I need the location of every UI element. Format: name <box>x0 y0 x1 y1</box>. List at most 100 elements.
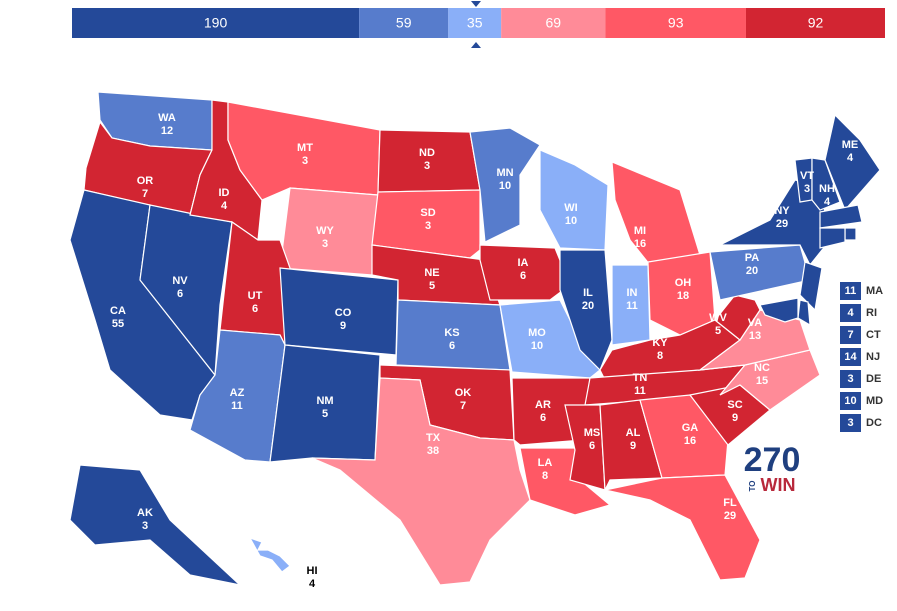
state-abbr: AZ <box>230 387 245 399</box>
state-abbr: IN <box>627 287 638 299</box>
state-abbr: AK <box>137 507 153 519</box>
state-ev: 10 <box>565 215 577 227</box>
state <box>819 204 863 229</box>
state-ev: 11 <box>634 385 646 397</box>
logo-to: TO <box>748 481 757 492</box>
state-abbr: NC <box>754 362 770 374</box>
state-ev: 3 <box>322 238 328 250</box>
segment-label: 92 <box>808 15 824 31</box>
rating-bar: 190 59 35 69 93 92 <box>72 8 885 38</box>
state-abbr: ID <box>219 187 230 199</box>
state <box>479 244 571 301</box>
state-ev: 29 <box>724 510 736 522</box>
state <box>811 157 841 211</box>
logo: 270 TO WIN <box>744 441 801 495</box>
state-abbr: UT <box>248 290 263 302</box>
ev-value: 10 <box>844 395 856 407</box>
state-abbr: KY <box>652 337 668 349</box>
state-abbr: NE <box>424 267 439 279</box>
state-ev: 3 <box>804 183 810 195</box>
small-states-list: 11 MA 4 RI 7 CT 14 NJ 3 DE 10 MD 3 DC <box>840 282 883 432</box>
state-ev: 18 <box>677 290 689 302</box>
state-ev: 13 <box>749 330 761 342</box>
bar-segment <box>72 8 360 38</box>
state-ev: 4 <box>221 200 228 212</box>
state-ev: 5 <box>429 280 435 292</box>
state-ev: 8 <box>542 470 548 482</box>
state-abbr: AL <box>626 427 641 439</box>
segment-label: 93 <box>668 15 684 31</box>
state-abbr: MO <box>528 327 546 339</box>
state-ev: 20 <box>582 300 594 312</box>
state-abbr: MD <box>866 395 883 407</box>
state-abbr: NY <box>774 205 790 217</box>
state-abbr: SD <box>420 207 435 219</box>
state-ev: 29 <box>776 218 788 230</box>
ev-box <box>840 414 861 432</box>
ev-value: 4 <box>847 307 854 319</box>
state-ev: 16 <box>634 238 646 250</box>
state <box>371 189 481 259</box>
bar-segment <box>605 8 746 38</box>
state-ev: 3 <box>302 155 308 167</box>
state-abbr: WI <box>564 202 577 214</box>
state-ev: 7 <box>142 188 148 200</box>
state-abbr: RI <box>866 307 877 319</box>
state-abbr: IL <box>583 287 593 299</box>
state <box>599 399 663 493</box>
state-abbr: LA <box>538 457 553 469</box>
state <box>797 299 811 327</box>
state-abbr: DE <box>866 373 881 385</box>
state-ev: 9 <box>732 412 738 424</box>
state-ev: 38 <box>427 445 439 457</box>
state <box>709 244 811 301</box>
state <box>819 227 846 249</box>
state-ev: 8 <box>657 350 663 362</box>
state-abbr: NV <box>172 275 188 287</box>
state-abbr: VT <box>800 170 814 182</box>
state <box>189 329 286 463</box>
state-ev: 6 <box>589 440 595 452</box>
state-abbr: MS <box>584 427 601 439</box>
state-ev: 11 <box>231 400 243 412</box>
state-abbr: ME <box>842 139 859 151</box>
state-ev: 55 <box>112 318 124 330</box>
state <box>759 297 799 323</box>
state-ev: 4 <box>847 152 854 164</box>
state-ev: 5 <box>322 408 328 420</box>
state-abbr: OK <box>455 387 472 399</box>
state-ev: 4 <box>309 578 316 590</box>
state <box>539 149 609 251</box>
state-abbr: AR <box>535 399 551 411</box>
ev-value: 14 <box>844 351 857 363</box>
state-abbr: WA <box>158 112 176 124</box>
state-abbr: KS <box>444 327 459 339</box>
us-map: WA12OR7CA55NV6ID4MT3WY3UT6AZ11CO9NM5ND3S… <box>69 91 881 590</box>
ev-box <box>840 326 861 344</box>
ev-box <box>840 348 861 366</box>
ev-value: 7 <box>847 329 853 341</box>
state-abbr: VA <box>748 317 763 329</box>
state-abbr: CA <box>110 305 126 317</box>
state <box>219 220 291 348</box>
state-ev: 3 <box>424 160 430 172</box>
state-abbr: WV <box>709 312 727 324</box>
ev-value: 11 <box>845 285 857 297</box>
state <box>799 261 823 312</box>
marker-top <box>471 1 481 7</box>
segment-label: 35 <box>467 15 483 31</box>
state-ev: 16 <box>684 435 696 447</box>
state-abbr: WY <box>316 225 334 237</box>
state-abbr: SC <box>727 399 742 411</box>
state-ev: 3 <box>425 220 431 232</box>
state <box>604 474 761 581</box>
logo-win: WIN <box>761 475 796 495</box>
state-ev: 6 <box>540 412 546 424</box>
state-abbr: TX <box>426 432 441 444</box>
state-ev: 10 <box>499 180 511 192</box>
ev-box <box>840 304 861 322</box>
state-ev: 5 <box>715 325 721 337</box>
state-abbr: NM <box>316 395 333 407</box>
state-abbr: TN <box>633 372 648 384</box>
